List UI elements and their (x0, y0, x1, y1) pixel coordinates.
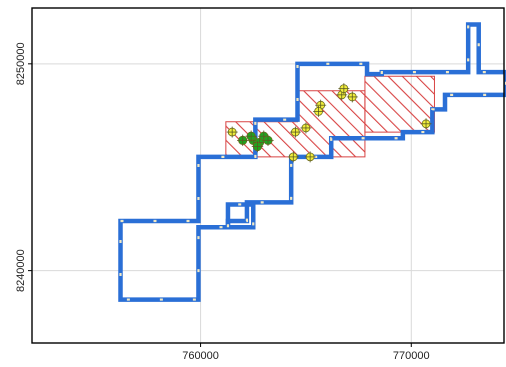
sample-point-yellow (287, 151, 299, 163)
sample-point-yellow (338, 83, 350, 95)
sample-points (226, 83, 432, 163)
map-frame (31, 7, 505, 344)
inner-boundary-line (225, 202, 256, 230)
sample-point-yellow (300, 122, 312, 134)
sample-point-green (251, 140, 264, 153)
y-tick-label: 8250000 (15, 42, 27, 85)
y-tick-label: 8240000 (15, 249, 27, 292)
sample-point-yellow (313, 105, 325, 117)
sample-point-yellow (226, 126, 238, 138)
boundary-line (118, 22, 506, 302)
sample-point-yellow (346, 91, 358, 103)
x-tick-label: 770000 (393, 350, 430, 362)
sample-point-green (245, 130, 257, 142)
sample-point-yellow (304, 151, 316, 163)
axes: 760000 770000 8240000 8250000 (15, 42, 430, 362)
sample-point-yellow (289, 126, 301, 138)
map-panel (32, 8, 504, 343)
x-tick-label: 760000 (182, 350, 219, 362)
project-boundary (118, 22, 506, 302)
sample-point-yellow (420, 118, 432, 130)
sample-point-green (237, 134, 249, 147)
sample-point-green (262, 134, 274, 147)
